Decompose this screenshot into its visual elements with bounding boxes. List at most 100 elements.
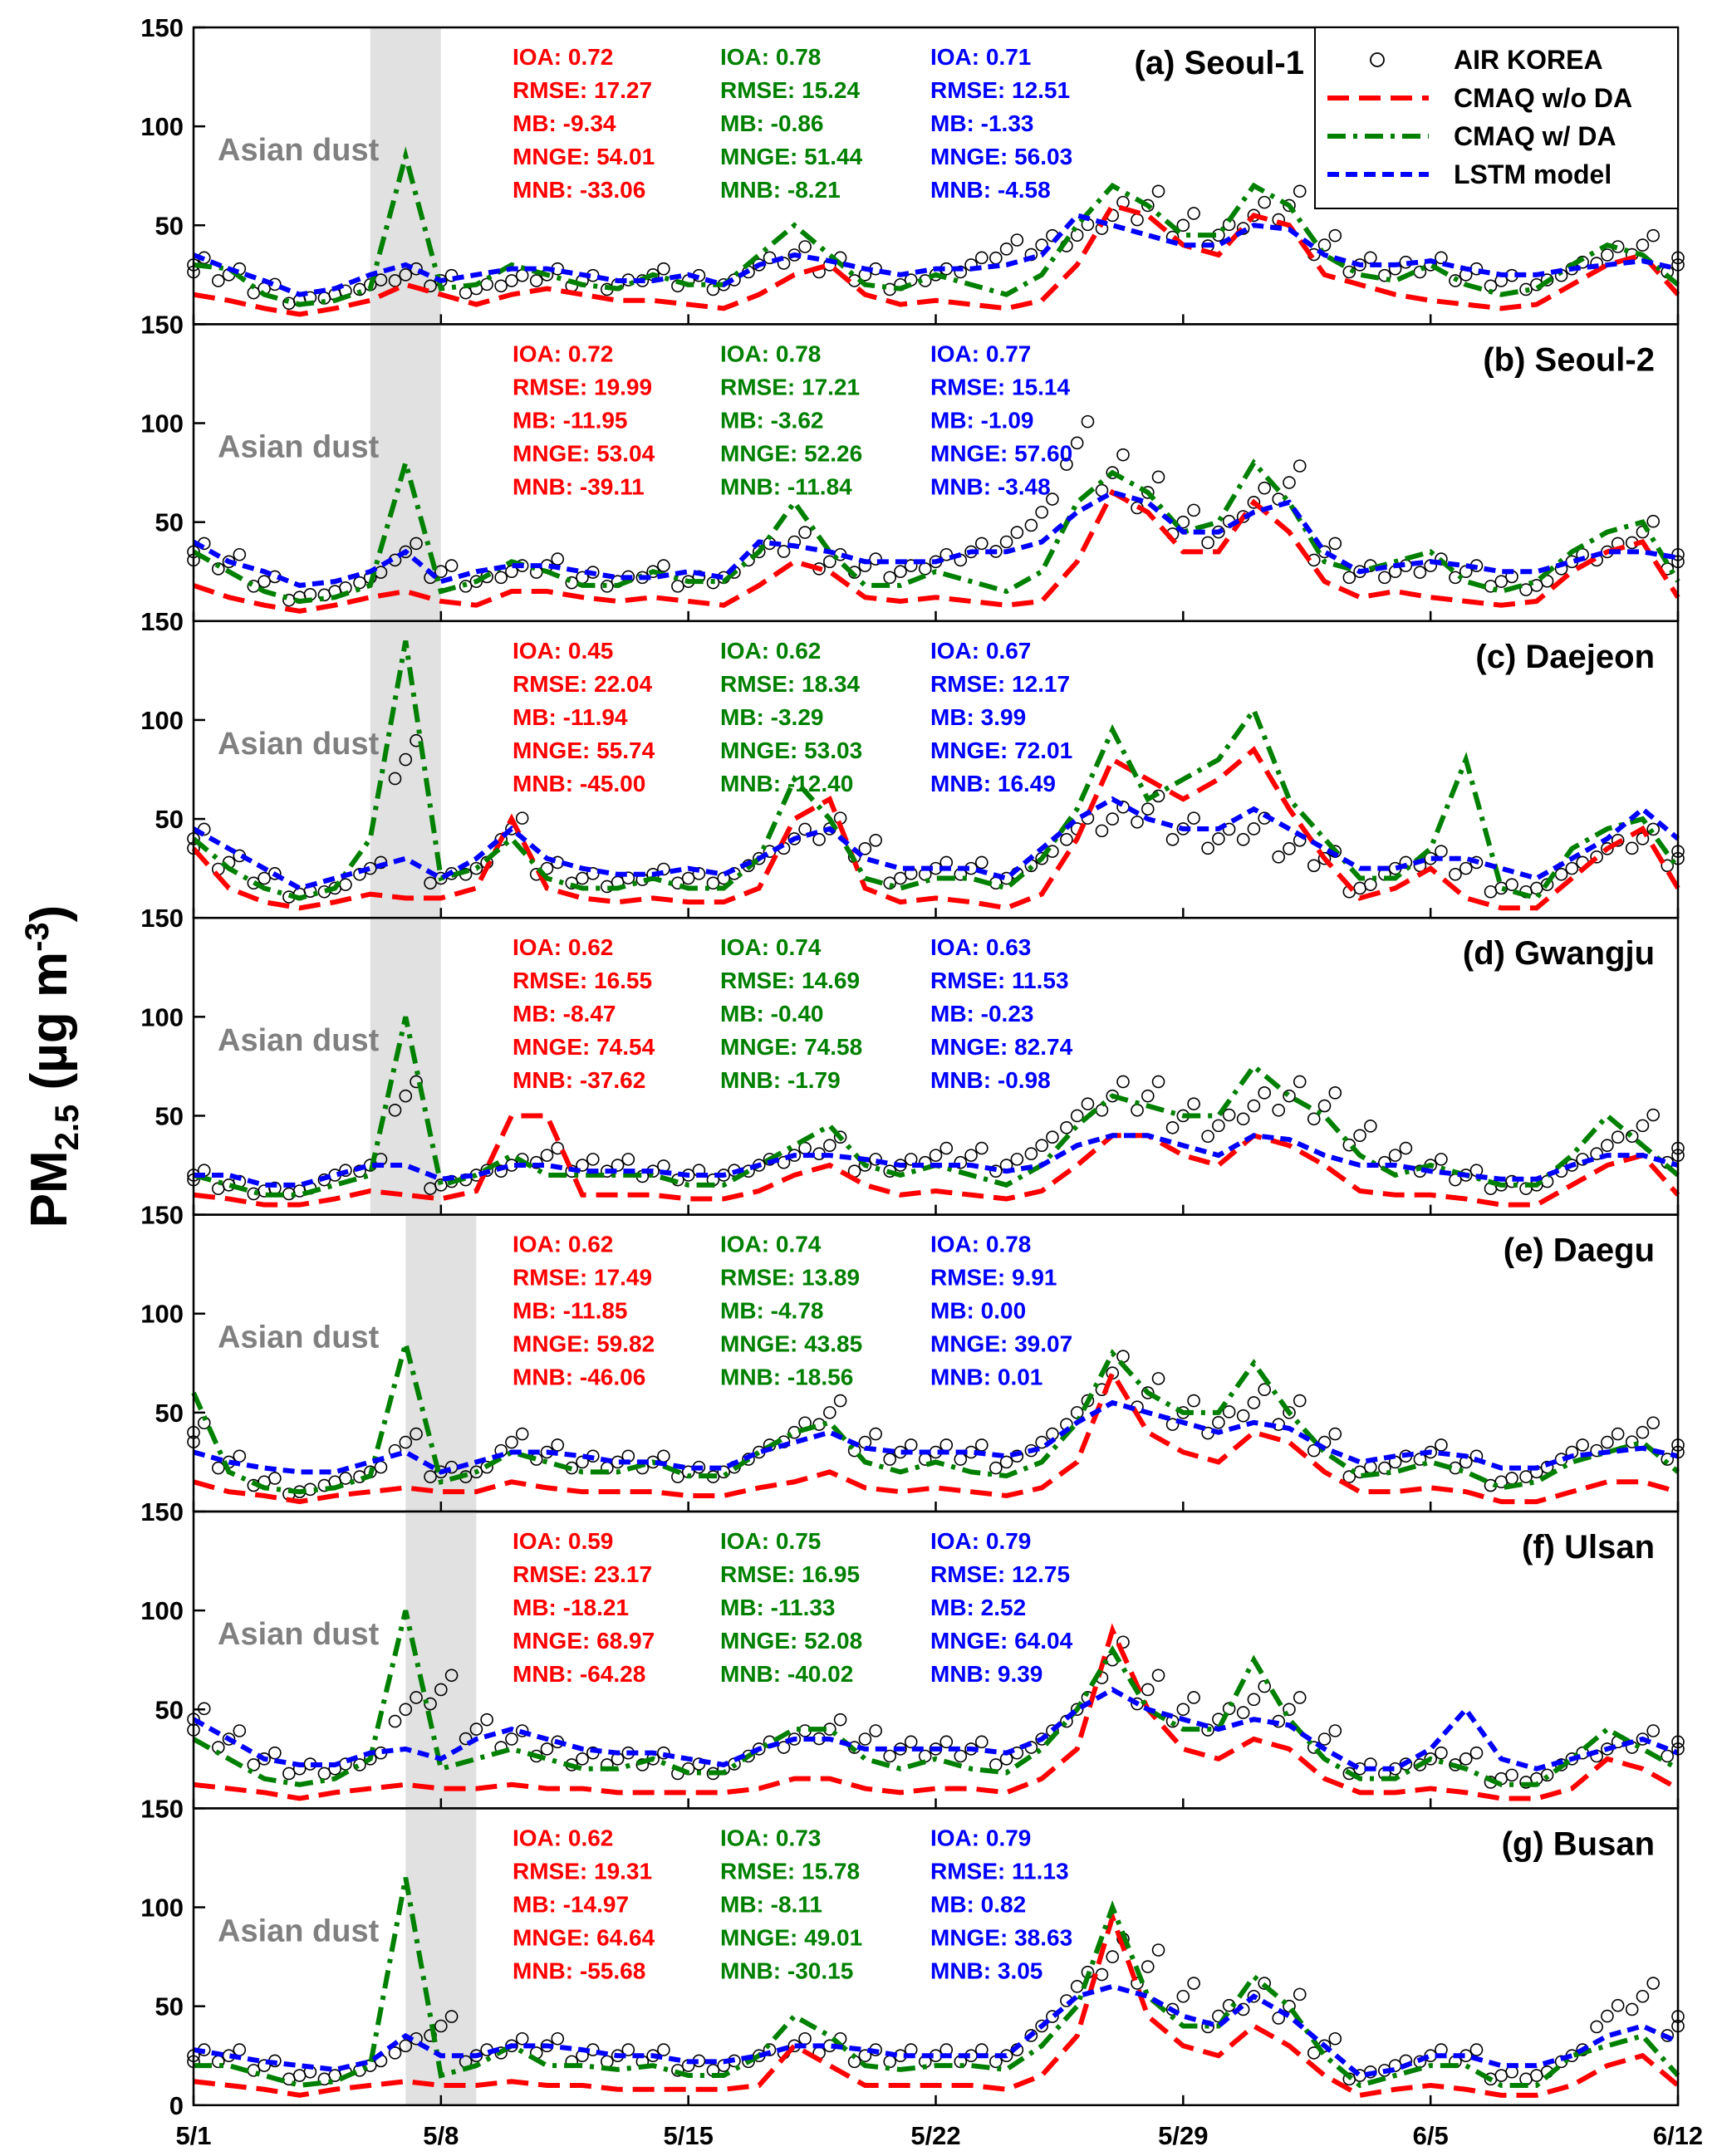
obs-point (505, 274, 518, 287)
legend-label: CMAQ w/ DA (1454, 121, 1616, 151)
obs-point (1636, 238, 1650, 252)
obs-point (1293, 459, 1307, 473)
obs-point (1317, 1732, 1332, 1746)
obs-point (233, 1724, 247, 1737)
obs-point (954, 1453, 968, 1466)
obs-point (576, 1159, 589, 1172)
obs-point (1661, 859, 1675, 873)
stat-text: MB: -8.11 (720, 1891, 822, 1917)
obs-point (1236, 1706, 1250, 1719)
stat-text: MNB: -0.98 (930, 1067, 1051, 1093)
obs-point (1435, 552, 1448, 566)
obs-point (1141, 1089, 1155, 1103)
stat-text: MNB: -45.00 (513, 771, 645, 796)
obs-point (268, 1746, 282, 1760)
obs-point (1636, 1425, 1650, 1439)
stat-text: IOA: 0.62 (513, 934, 613, 960)
obs-point (1317, 851, 1332, 865)
obs-point (1201, 536, 1214, 550)
obs-point (1283, 1703, 1296, 1717)
stat-text: MNB: -30.15 (720, 1958, 853, 1983)
obs-point (869, 1427, 882, 1441)
stat-text: IOA: 0.62 (513, 1232, 613, 1257)
obs-point (480, 1713, 493, 1727)
obs-point (1060, 1120, 1073, 1134)
obs-point (480, 1164, 493, 1178)
obs-point (717, 1465, 731, 1479)
panel-4: Asian dust 50 100 150 (e) Daegu IOA: 0.62 RMSE… (140, 1201, 1685, 1513)
obs-point (1060, 833, 1073, 846)
obs-point (621, 2043, 635, 2056)
obs-point (339, 1472, 352, 1485)
stat-text: MNB: -1.79 (720, 1067, 841, 1093)
obs-point (388, 1103, 402, 1117)
obs-point (1035, 1139, 1048, 1153)
obs-point (1258, 1977, 1271, 1990)
asian-dust-label: Asian dust (218, 1913, 380, 1948)
obs-point (1272, 1103, 1286, 1117)
obs-point (1258, 481, 1271, 495)
obs-point (1151, 470, 1165, 484)
stat-text: MB: -1.09 (930, 407, 1033, 433)
stat-text: MNB: -46.06 (513, 1365, 645, 1390)
asian-dust-label: Asian dust (218, 133, 380, 168)
lstm-line (193, 1399, 1679, 1475)
obs-point (1293, 1394, 1307, 1408)
stat-text: MNGE: 56.03 (930, 144, 1072, 169)
stat-text: MB: -0.23 (930, 1001, 1033, 1027)
cmaq-wo-da-line (193, 202, 1680, 317)
obs-point (1165, 833, 1180, 846)
obs-point (1070, 1109, 1084, 1123)
lstm-line (194, 1133, 1679, 1188)
obs-point (1646, 822, 1661, 836)
obs-point (1151, 1075, 1165, 1089)
obs-point (918, 1749, 932, 1763)
stat-text: MNGE: 49.01 (720, 1924, 862, 1950)
obs-point (410, 1075, 423, 1089)
stat-text: MNB: -55.68 (513, 1958, 645, 1983)
obs-point (1070, 1406, 1084, 1419)
obs-point (551, 1438, 565, 1452)
obs-point (1222, 1405, 1236, 1419)
stat-text: IOA: 0.62 (513, 1825, 613, 1850)
obs-point (1378, 1461, 1391, 1475)
obs-point (1353, 1129, 1366, 1143)
obs-point (1576, 1438, 1589, 1452)
obs-point (1342, 265, 1356, 279)
obs-point (823, 555, 836, 569)
obs-point (540, 1742, 554, 1756)
x-axis: 5/1 5/8 5/15 5/22 5/29 6/5 6/12 (175, 2121, 1703, 2150)
obs-point (1060, 458, 1073, 471)
x-tick-label: 5/8 (423, 2121, 459, 2150)
obs-point (434, 871, 448, 885)
stat-text: RMSE: 13.89 (720, 1265, 860, 1291)
obs-point (1293, 1075, 1307, 1089)
obs-point (282, 1766, 296, 1781)
y-tick-label: 150 (140, 1794, 184, 1823)
obs-point (1283, 1406, 1296, 1419)
obs-point (505, 1435, 518, 1449)
stat-text: MB: 0.00 (930, 1298, 1026, 1324)
obs-point (763, 2043, 777, 2056)
asian-dust-band (405, 1214, 477, 1512)
obs-point (1176, 1703, 1190, 1717)
obs-point (480, 1460, 493, 1474)
obs-point (1212, 832, 1225, 845)
obs-point (1283, 1089, 1296, 1103)
obs-point (1293, 184, 1307, 198)
obs-point (1131, 1977, 1144, 1990)
obs-point (657, 559, 670, 572)
obs-point (657, 1449, 670, 1463)
obs-point (1151, 1943, 1165, 1957)
legend-box (1314, 27, 1679, 209)
y-tick-label: 50 (155, 1695, 184, 1724)
obs-point (1413, 1758, 1427, 1771)
panel-0: Asian dust 50 100 150 (a) Seoul-1 IOA: 0.72 RM… (140, 13, 1685, 326)
y-tick-label: 150 (140, 13, 184, 42)
obs-point (1435, 1746, 1448, 1760)
obs-point (444, 2010, 459, 2023)
stat-text: MNB: 9.39 (930, 1661, 1042, 1687)
obs-point (353, 1758, 366, 1771)
obs-point (494, 571, 508, 585)
obs-point (586, 1153, 600, 1166)
